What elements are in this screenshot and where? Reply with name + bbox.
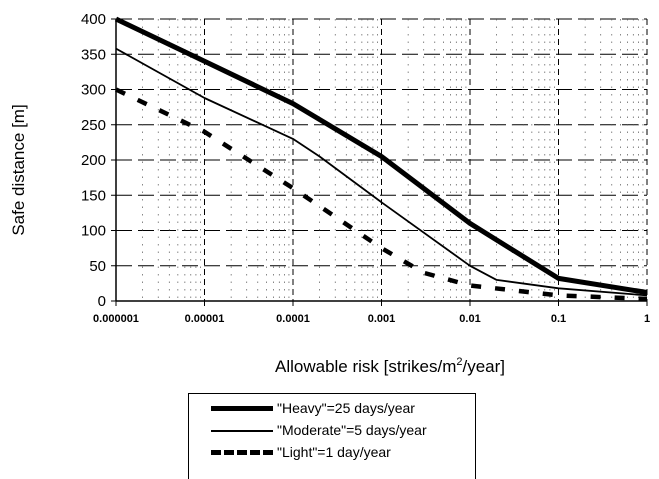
- x-tick-label: 0.0001: [276, 313, 310, 325]
- tick-labels: 0 50 100 150 200 250 300 350 400 0.000001 0.00001 0…: [81, 11, 650, 325]
- legend-swatch-moderate: [211, 430, 273, 432]
- x-tick-label: 0.01: [459, 313, 480, 325]
- y-axis-title: Safe distance [m]: [9, 104, 28, 235]
- legend-item-moderate: "Moderate"=5 days/year: [189, 420, 475, 440]
- x-tick-label: 0.00001: [185, 313, 225, 325]
- x-tick-label: 0.000001: [93, 313, 139, 325]
- legend-item-light: "Light"=1 day/year: [189, 442, 475, 462]
- series-line-heavy: [114, 16, 648, 295]
- y-tick-label: 50: [89, 258, 106, 275]
- series-line-light: [115, 87, 648, 302]
- legend: "Heavy"=25 days/year "Moderate"=5 days/y…: [188, 393, 476, 479]
- x-axis-title-part1: Allowable risk [strikes/m: [275, 357, 456, 376]
- legend-item-heavy: "Heavy"=25 days/year: [189, 398, 475, 418]
- y-tick-label: 200: [81, 152, 106, 169]
- x-axis-title-superscript: 2: [456, 356, 462, 368]
- legend-label-light: "Light"=1 day/year: [277, 444, 391, 460]
- y-tick-label: 150: [81, 187, 106, 204]
- series-layer: [114, 16, 648, 302]
- axes: [111, 18, 648, 306]
- chart: 0 50 100 150 200 250 300 350 400 0.000001 0.00001 0…: [9, 11, 650, 376]
- y-tick-label: 350: [81, 46, 106, 63]
- y-tick-label: 250: [81, 117, 106, 134]
- series-line-moderate: [115, 47, 648, 297]
- y-tick-label: 0: [98, 293, 106, 310]
- legend-swatch-heavy: [211, 406, 273, 411]
- x-tick-label: 0.1: [551, 313, 566, 325]
- x-tick-label: 0.001: [368, 313, 396, 325]
- legend-swatch-light: [211, 450, 273, 455]
- y-tick-label: 400: [81, 11, 106, 28]
- y-tick-label: 100: [81, 223, 106, 240]
- legend-label-moderate: "Moderate"=5 days/year: [277, 422, 427, 438]
- legend-label-heavy: "Heavy"=25 days/year: [277, 400, 415, 416]
- x-axis-title-part2: /year]: [462, 357, 505, 376]
- y-tick-label: 300: [81, 82, 106, 99]
- x-axis-title: Allowable risk [strikes/m2/year]: [275, 356, 505, 376]
- x-tick-label: 1: [644, 313, 650, 325]
- grid: [116, 18, 648, 301]
